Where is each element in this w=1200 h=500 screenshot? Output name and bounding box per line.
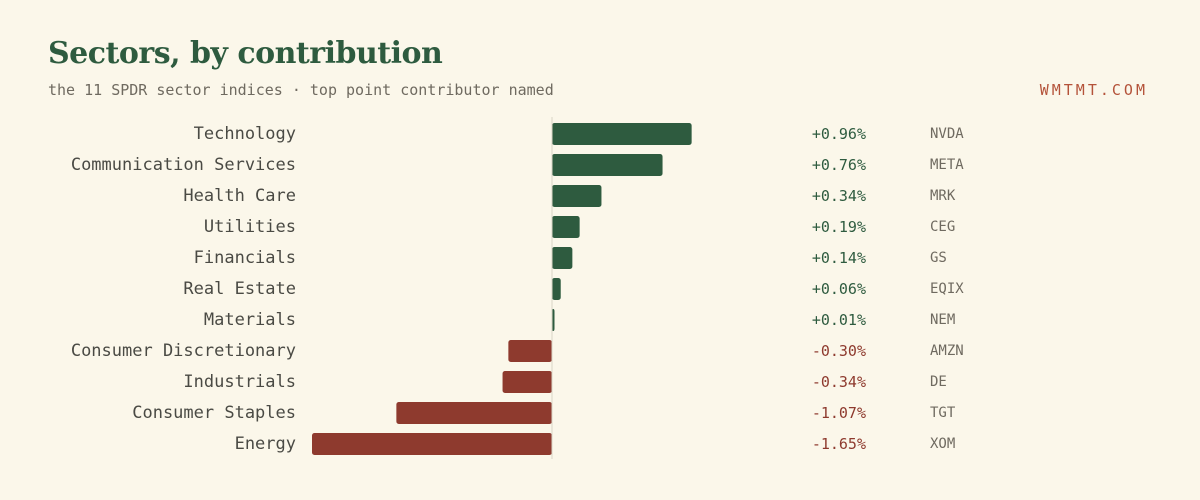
value-label-utilities: +0.19% — [812, 218, 866, 236]
value-label-consumer-discretionary: -0.30% — [812, 342, 866, 360]
bar-energy — [312, 433, 552, 455]
contributor-ticker-real-estate: EQIX — [930, 281, 964, 297]
contributor-ticker-technology: NVDA — [930, 126, 964, 142]
contributor-ticker-financials: GS — [930, 250, 947, 266]
bar-consumer-staples — [396, 402, 552, 424]
category-label-energy: Energy — [235, 434, 296, 454]
value-label-real-estate: +0.06% — [812, 280, 866, 298]
contributor-ticker-consumer-staples: TGT — [930, 405, 956, 421]
category-label-communication-services: Communication Services — [71, 155, 296, 175]
contributor-ticker-utilities: CEG — [930, 219, 955, 235]
value-label-consumer-staples: -1.07% — [812, 404, 866, 422]
contributor-ticker-communication-services: META — [930, 157, 964, 173]
value-label-materials: +0.01% — [812, 311, 866, 329]
contributor-ticker-consumer-discretionary: AMZN — [930, 343, 964, 359]
contributor-ticker-health-care: MRK — [930, 188, 956, 204]
category-label-technology: Technology — [194, 124, 296, 144]
brand-label[interactable]: WMTMT.COM — [1039, 81, 1148, 99]
value-label-industrials: -0.34% — [812, 373, 866, 391]
category-label-materials: Materials — [204, 310, 296, 330]
contributor-ticker-materials: NEM — [930, 312, 955, 328]
bar-financials — [552, 247, 573, 269]
bars-group — [312, 123, 692, 455]
value-label-financials: +0.14% — [812, 249, 866, 267]
bar-technology — [552, 123, 692, 145]
category-label-real-estate: Real Estate — [183, 279, 296, 299]
bar-materials — [552, 309, 555, 331]
bar-communication-services — [552, 154, 663, 176]
category-label-industrials: Industrials — [183, 372, 296, 392]
category-label-health-care: Health Care — [183, 186, 296, 206]
value-label-energy: -1.65% — [812, 435, 866, 453]
category-label-utilities: Utilities — [204, 217, 296, 237]
chart-subtitle: the 11 SPDR sector indices · top point c… — [48, 81, 554, 99]
value-label-communication-services: +0.76% — [812, 156, 866, 174]
value-label-health-care: +0.34% — [812, 187, 866, 205]
bar-real-estate — [552, 278, 561, 300]
bar-industrials — [502, 371, 552, 393]
category-label-financials: Financials — [194, 248, 296, 268]
labels-group: Technology +0.96% NVDA Communication Servic… — [71, 124, 964, 454]
contributor-ticker-industrials: DE — [930, 374, 947, 390]
value-label-technology: +0.96% — [812, 125, 866, 143]
bar-health-care — [552, 185, 602, 207]
bar-consumer-discretionary — [508, 340, 552, 362]
contributor-ticker-energy: XOM — [930, 436, 955, 452]
category-label-consumer-staples: Consumer Staples — [132, 403, 296, 423]
chart-title: Sectors, by contribution — [48, 36, 443, 71]
category-label-consumer-discretionary: Consumer Discretionary — [71, 341, 296, 361]
bar-utilities — [552, 216, 580, 238]
